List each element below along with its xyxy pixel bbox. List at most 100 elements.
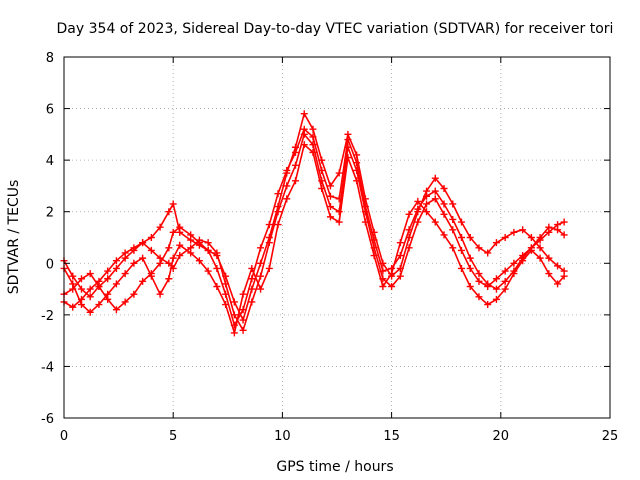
data-point — [300, 141, 308, 149]
data-point — [554, 262, 562, 270]
x-tick-label: 10 — [274, 429, 291, 444]
data-point — [139, 277, 147, 285]
data-point — [414, 205, 422, 213]
data-point — [213, 264, 221, 272]
data-point — [274, 190, 282, 198]
data-point — [318, 185, 326, 193]
data-point — [104, 275, 112, 283]
data-point — [431, 218, 439, 226]
data-point — [423, 192, 431, 200]
data-point — [484, 301, 492, 309]
data-point — [121, 249, 129, 257]
y-axis-label: SDTVAR / TECUs — [6, 180, 22, 295]
data-point — [449, 226, 457, 234]
data-point — [165, 244, 173, 252]
data-point — [379, 282, 387, 290]
data-point — [536, 254, 544, 262]
data-point — [95, 282, 103, 290]
data-point — [501, 277, 509, 285]
y-tick-label: -2 — [41, 309, 54, 324]
data-point — [257, 285, 265, 293]
data-point — [501, 267, 509, 275]
data-point — [248, 275, 256, 283]
data-point — [77, 275, 85, 283]
data-point — [147, 234, 155, 241]
data-point — [86, 270, 94, 278]
x-tick-label: 15 — [383, 429, 400, 444]
data-point — [239, 316, 247, 324]
data-point — [457, 246, 465, 254]
y-tick-label: 4 — [46, 154, 54, 169]
x-axis-label: GPS time / hours — [276, 459, 393, 475]
data-point — [519, 226, 527, 234]
data-point — [112, 264, 120, 272]
series-layer — [60, 110, 568, 337]
data-point — [156, 259, 164, 267]
data-point — [501, 285, 509, 293]
y-tick-label: 6 — [46, 103, 54, 118]
data-point — [560, 231, 568, 239]
data-point — [388, 282, 396, 290]
data-point — [309, 148, 317, 156]
data-point — [121, 298, 129, 306]
data-point — [165, 259, 173, 267]
data-point — [156, 223, 164, 231]
data-point — [510, 259, 518, 267]
data-point — [431, 174, 439, 182]
data-point — [414, 218, 422, 226]
series-markers-track-4 — [60, 141, 568, 337]
data-point — [77, 285, 85, 293]
data-point — [475, 293, 483, 301]
data-point — [326, 182, 334, 190]
data-point — [344, 154, 352, 162]
data-point — [147, 272, 155, 280]
y-tick-label: 2 — [46, 206, 54, 221]
data-point — [344, 136, 352, 144]
data-point — [484, 280, 492, 288]
data-point — [69, 303, 77, 311]
x-tick-label: 5 — [169, 429, 177, 444]
data-point — [139, 239, 147, 247]
data-point — [156, 290, 164, 298]
data-point — [130, 290, 138, 298]
data-point — [292, 161, 300, 169]
series-line-track-2 — [63, 133, 565, 332]
data-point — [77, 301, 85, 309]
data-point — [139, 254, 147, 262]
data-point — [130, 244, 138, 252]
data-point — [396, 252, 404, 260]
data-point — [169, 254, 177, 262]
data-point — [510, 228, 518, 236]
data-point — [176, 252, 184, 260]
data-point — [545, 254, 553, 262]
y-tick-label: 0 — [46, 257, 54, 272]
data-point — [257, 272, 265, 280]
data-point — [388, 270, 396, 278]
data-point — [292, 148, 300, 156]
data-point — [560, 272, 568, 280]
data-point — [335, 195, 343, 203]
data-point — [104, 290, 112, 298]
data-point — [265, 239, 273, 247]
data-point — [440, 210, 448, 218]
data-point — [326, 213, 334, 221]
data-point — [475, 277, 483, 285]
data-point — [112, 257, 120, 265]
data-point — [230, 298, 238, 306]
data-point — [536, 234, 544, 241]
data-point — [112, 306, 120, 314]
data-point — [257, 244, 265, 252]
data-point — [492, 239, 500, 247]
data-point — [204, 239, 212, 247]
data-point — [431, 187, 439, 195]
data-point — [112, 280, 120, 288]
data-point — [361, 218, 369, 226]
data-point — [300, 125, 308, 133]
data-point — [326, 192, 334, 200]
data-point — [449, 200, 457, 208]
y-tick-label: -4 — [41, 360, 54, 375]
ticks: 0 5 10 15 20 25 -6 -4 -2 0 2 4 6 8 — [41, 51, 618, 444]
data-point — [527, 234, 535, 241]
data-point — [147, 246, 155, 254]
